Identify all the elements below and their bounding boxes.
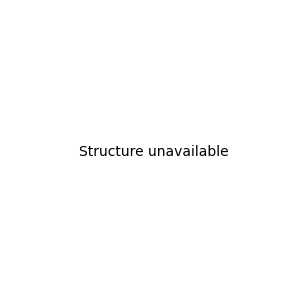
Text: Structure unavailable: Structure unavailable	[79, 145, 229, 158]
